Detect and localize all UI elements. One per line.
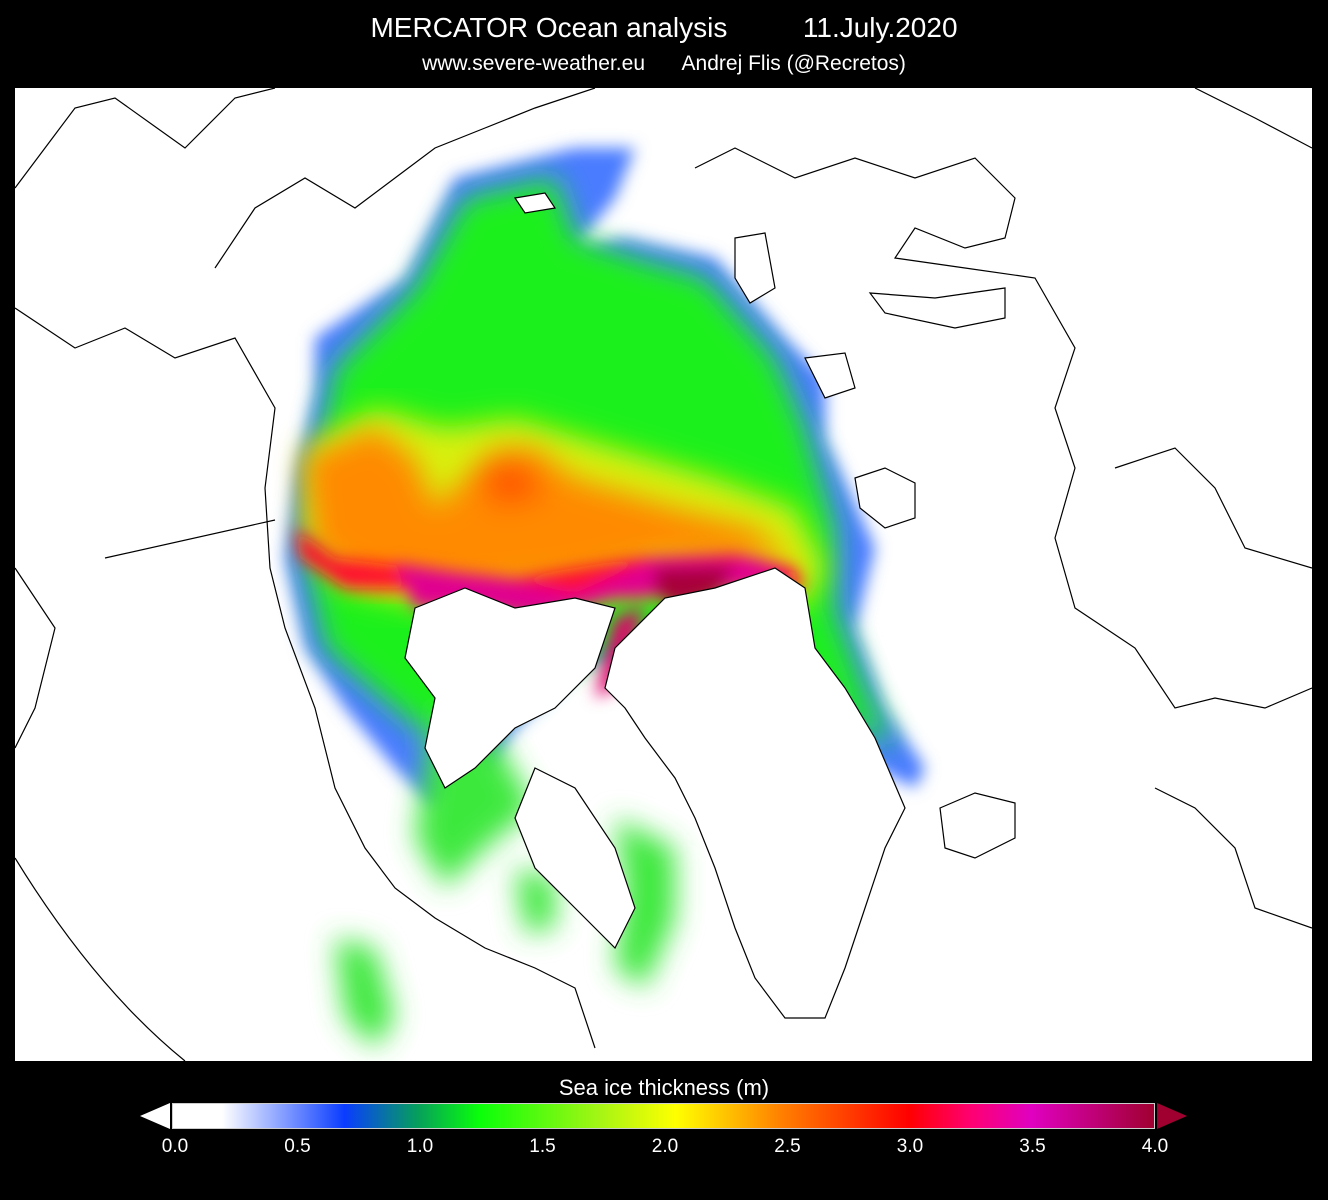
colorbar-tick-label: 1.0	[406, 1136, 434, 1157]
colorbar-tick-label: 4.0	[1141, 1136, 1169, 1157]
svalbard	[854, 467, 916, 529]
title-text: MERCATOR Ocean analysis	[370, 12, 728, 43]
colorbar-min-extend-arrow	[140, 1103, 170, 1129]
iceland	[939, 792, 1016, 859]
colorbar-tick-label: 2.0	[651, 1136, 679, 1157]
date-text: 11.July.2020	[802, 12, 958, 43]
colorbar-tick-label: 0.0	[161, 1136, 189, 1157]
franz-josef-land	[804, 352, 856, 399]
coastlines	[15, 88, 1312, 1061]
canadian-archipelago	[404, 587, 616, 789]
colorbar	[172, 1103, 1155, 1129]
novaya-zemlya	[868, 287, 1006, 329]
colorbar-max-extend-arrow	[1157, 1103, 1187, 1129]
website-text: www.severe-weather.eu	[422, 52, 646, 75]
baffin-island	[514, 767, 636, 950]
colorbar-tick-label: 3.0	[896, 1136, 924, 1157]
map-svg	[15, 88, 1312, 1061]
greenland	[604, 567, 906, 1019]
colorbar-tick-label: 3.5	[1019, 1136, 1046, 1157]
colorbar-tick-label: 0.5	[284, 1136, 311, 1157]
new-siberian-islands	[734, 232, 776, 304]
wrangel-island	[513, 192, 557, 214]
subtitle: www.severe-weather.eu Andrej Flis (@Recr…	[0, 52, 1328, 76]
colorbar-label: Sea ice thickness (m)	[558, 1075, 770, 1100]
sea-ice-map	[15, 88, 1312, 1061]
ice-orange	[305, 428, 795, 588]
colorbar-tick-label: 2.5	[774, 1136, 801, 1157]
colorbar-tick-label: 1.5	[529, 1136, 556, 1157]
land-masses	[404, 192, 1016, 1019]
author-text: Andrej Flis (@Recretos)	[681, 52, 906, 75]
chart-title: MERCATOR Ocean analysis 11.July.2020	[0, 12, 1328, 44]
